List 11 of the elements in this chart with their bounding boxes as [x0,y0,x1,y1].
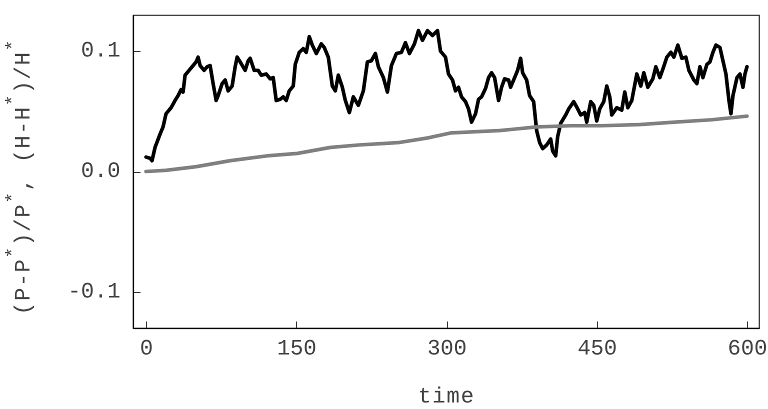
x-tick-label: 300 [427,336,467,362]
y-tick-label: 0.0 [80,159,120,184]
x-tick-label: 150 [276,336,317,362]
x-axis-title: time [418,384,475,409]
x-tick-label: 450 [577,336,618,362]
line-series [144,28,749,162]
y-tick-label: 0.1 [80,38,120,64]
line-series [144,114,749,174]
x-tick-label: 0 [140,336,154,362]
x-tick-label: 600 [728,336,768,362]
y-tick-label: -0.1 [68,279,120,304]
